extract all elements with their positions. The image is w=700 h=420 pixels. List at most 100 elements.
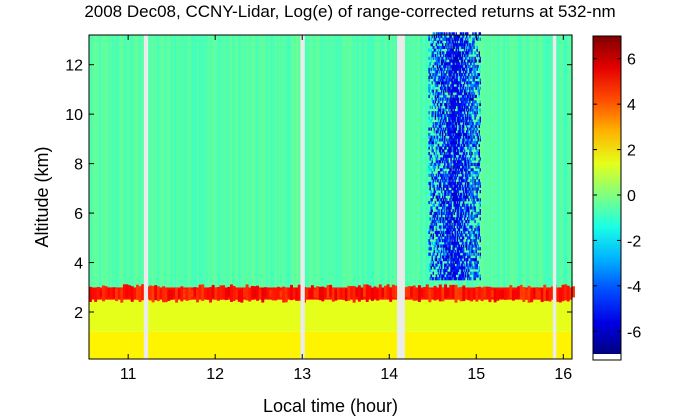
aerosol-cell <box>462 285 466 302</box>
cloud-cell <box>447 252 449 256</box>
cloud-cell <box>473 141 475 145</box>
cloud-cell <box>453 176 455 180</box>
cloud-cell <box>443 233 445 237</box>
cloud-cell <box>431 222 433 226</box>
cloud-cell <box>471 230 473 235</box>
cloud-cell <box>464 176 467 180</box>
cloud-cell <box>434 220 437 224</box>
cloud-cell <box>470 154 472 158</box>
cloud-cell <box>476 181 478 186</box>
cloud-cell <box>456 92 459 96</box>
cloud-cell <box>449 184 451 188</box>
ft-streak <box>249 35 252 288</box>
cloud-cell <box>439 48 442 52</box>
cloud-cell <box>466 81 468 85</box>
ft-streak <box>362 35 365 288</box>
cloud-cell <box>457 252 460 256</box>
cloud-cell <box>472 244 474 248</box>
cloud-cell <box>449 86 451 90</box>
cloud-cell <box>432 179 435 183</box>
cloud-cell <box>435 249 438 254</box>
ft-streak <box>193 35 196 288</box>
cloud-cell <box>433 35 436 39</box>
cloud-cell <box>432 143 435 147</box>
cloud-cell <box>466 252 468 256</box>
aerosol-cell <box>417 285 421 303</box>
cloud-cell <box>474 228 476 232</box>
cloud-cell <box>433 48 436 52</box>
cloud-cell <box>472 179 474 183</box>
cloud-cell <box>475 130 477 134</box>
cloud-cell <box>449 230 451 235</box>
cloud-cell <box>466 138 468 142</box>
cloud-cell <box>464 168 467 172</box>
cloud-cell <box>454 200 456 205</box>
ft-streak <box>212 35 215 288</box>
cloud-cell <box>459 192 462 196</box>
cloud-cell <box>438 225 441 229</box>
cloud-cell <box>468 230 470 235</box>
ft-streak <box>536 35 539 288</box>
cloud-cell <box>461 165 464 169</box>
cloud-cell <box>467 184 469 188</box>
cloud-cell <box>431 184 433 188</box>
cloud-cell <box>440 187 443 191</box>
aerosol-cell <box>472 288 476 300</box>
cloud-cell <box>444 35 446 39</box>
cloud-cell <box>436 70 439 74</box>
cloud-cell <box>464 94 467 98</box>
cloud-cell <box>471 239 473 243</box>
ft-streak <box>491 35 494 288</box>
cloud-cell <box>461 266 464 270</box>
ft-streak <box>567 35 570 288</box>
cloud-cell <box>470 51 472 55</box>
ft-streak <box>337 35 340 288</box>
cloud-cell <box>435 239 438 243</box>
cloud-cell <box>440 217 443 221</box>
cloud-cell <box>437 75 440 79</box>
cloud-cell <box>428 83 430 88</box>
cloud-cell <box>434 230 437 235</box>
cloud-cell <box>457 222 460 226</box>
aerosol-cell <box>428 288 432 303</box>
cloud-cell <box>438 211 441 215</box>
cloud-cell <box>433 266 436 270</box>
cloud-cell <box>460 179 463 183</box>
ft-streak <box>414 35 417 288</box>
cloud-cell <box>468 59 470 63</box>
cloud-cell <box>435 263 438 267</box>
ft-streak <box>390 35 393 288</box>
cloud-cell <box>459 103 462 107</box>
cloud-cell <box>454 138 456 142</box>
cloud-cell <box>475 127 477 131</box>
cloud-cell <box>470 249 472 254</box>
ft-streak <box>287 35 290 288</box>
cloud-cell <box>429 165 431 169</box>
cloud-cell <box>453 271 455 275</box>
cloud-cell <box>432 64 435 69</box>
colorbar-gradient <box>593 36 621 354</box>
cloud-cell <box>436 217 439 221</box>
cloud-cell <box>473 249 475 254</box>
ft-streak <box>492 35 495 288</box>
cloud-cell <box>457 103 460 107</box>
cloud-cell <box>431 198 433 202</box>
cloud-cell <box>430 211 432 215</box>
cloud-cell <box>466 89 468 93</box>
cloud-cell <box>467 37 469 41</box>
aerosol-cell <box>263 287 267 298</box>
cloud-cell <box>458 135 461 139</box>
aerosol-cell <box>433 285 437 301</box>
cloud-cell <box>450 54 452 58</box>
ft-streak <box>541 35 544 288</box>
aerosol-cell <box>485 286 489 297</box>
cloud-cell <box>429 236 431 240</box>
cloud-cell <box>450 89 452 93</box>
cloud-cell <box>459 56 462 60</box>
cloud-cell <box>451 105 453 109</box>
cloud-cell <box>450 59 452 63</box>
ft-streak <box>127 35 130 288</box>
aerosol-cell <box>224 287 228 301</box>
cloud-cell <box>468 48 470 52</box>
cloud-cell <box>430 59 432 63</box>
